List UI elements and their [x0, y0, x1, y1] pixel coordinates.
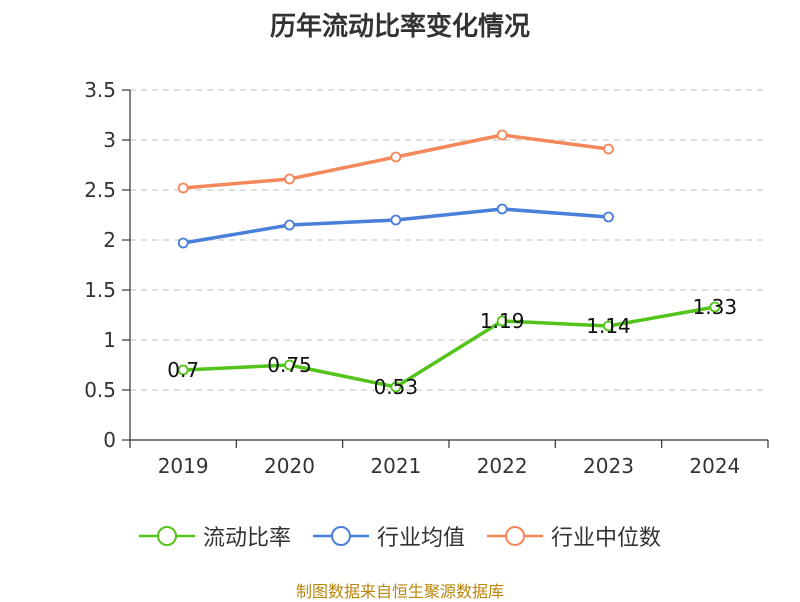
data-point [496, 315, 508, 327]
data-point [177, 364, 189, 376]
data-labels: 0.7 0.75 0.53 1.19 1.14 1.33 [167, 295, 737, 399]
data-point [284, 359, 295, 371]
data-label: 0.53 [374, 375, 419, 399]
y-tick-label: 1 [103, 328, 116, 352]
legend-label: 行业均值 [376, 526, 465, 551]
data-point [284, 173, 295, 185]
x-tick-label: 2019 [158, 454, 209, 478]
source-note: 制图数据来自恒生聚源数据库 [295, 582, 504, 601]
y-tick-label: 2.5 [84, 178, 116, 202]
x-tick-label: 2024 [689, 454, 740, 478]
legend-label: 行业中位数 [551, 526, 662, 551]
axes: 0 0.5 1 1.5 2 2.5 3 3.5 2019 2020 2021 2022 2023 2024 [84, 78, 769, 478]
data-label: 0.7 [167, 358, 199, 382]
legend-label: 流动比率 [202, 526, 291, 551]
legend-item-industry-mean[interactable]: 行业均值 [312, 520, 465, 552]
legend-line-icon [312, 526, 369, 546]
data-point [603, 320, 614, 332]
legend-line-icon [487, 526, 543, 546]
data-point [177, 182, 189, 194]
line-chart: 0 0.5 1 1.5 2 2.5 3 3.5 2019 2020 2021 2022 2023 2024… [84, 78, 769, 478]
x-tick-label: 2021 [370, 454, 421, 478]
grid-lines [130, 89, 768, 391]
x-tick-label: 2020 [264, 454, 315, 478]
y-tick-label: 0.5 [84, 378, 116, 402]
chart-title: 历年流动比率变化情况 [269, 12, 530, 42]
y-tick-label: 2 [103, 228, 116, 252]
data-point [603, 143, 614, 155]
legend-item-current-ratio[interactable]: 流动比率 [138, 520, 291, 552]
x-tick-label: 2022 [477, 454, 528, 478]
data-point [496, 203, 508, 215]
series-lines [177, 129, 721, 393]
data-label: 1.33 [693, 295, 738, 319]
data-point [496, 129, 508, 141]
data-point [709, 301, 721, 313]
data-label: 0.75 [267, 353, 312, 377]
data-point [284, 219, 295, 231]
data-point [177, 237, 189, 249]
series-line [181, 305, 717, 389]
data-point [390, 381, 402, 393]
data-label: 1.14 [586, 314, 631, 338]
data-label: 1.19 [480, 309, 525, 333]
y-tick-label: 1.5 [84, 278, 116, 302]
series-line [181, 207, 611, 245]
data-point [603, 211, 614, 223]
x-tick-label: 2023 [583, 454, 634, 478]
legend-item-industry-median[interactable]: 行业中位数 [487, 520, 661, 552]
y-tick-label: 0 [103, 428, 116, 452]
data-point [390, 151, 402, 163]
legend-line-icon [138, 526, 195, 546]
y-tick-label: 3 [103, 128, 116, 152]
legend: 流动比率 行业均值 行业中位数 [0, 520, 800, 552]
y-tick-label: 3.5 [84, 78, 116, 102]
data-point [390, 214, 402, 226]
